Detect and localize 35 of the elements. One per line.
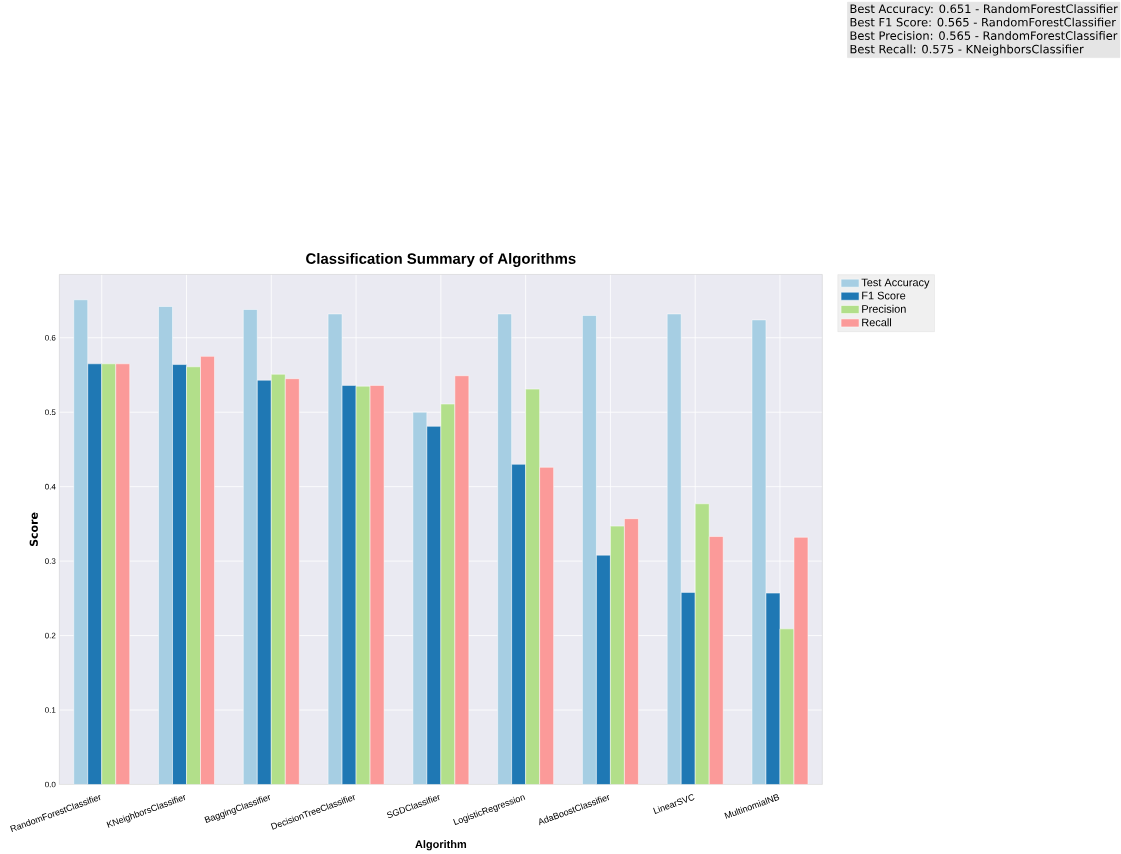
bar [582, 315, 597, 785]
text: Best Accuracy: 0.651 - RandomForestClassifier [850, 4, 1118, 16]
bar [695, 503, 710, 785]
bar [257, 380, 272, 785]
bar [610, 526, 625, 785]
legend-label: Precision [862, 304, 906, 314]
bar [525, 389, 540, 785]
bar [243, 309, 258, 785]
bar [73, 299, 88, 785]
bar [172, 364, 187, 785]
legend-label: Recall [862, 318, 892, 327]
text: Best Recall: 0.575 - KNeighborsClassifier [850, 44, 1084, 56]
bar [158, 306, 173, 785]
bar [596, 555, 611, 785]
x-axis-title: Algorithm [415, 840, 467, 851]
bar [709, 536, 724, 785]
legend-label: F1 Score [862, 291, 906, 300]
text: Best F1 Score: 0.565 - RandomForestClassifier [850, 17, 1116, 27]
chart-title: Classification Summary of Algorithms [306, 253, 576, 268]
bar [497, 313, 512, 785]
legend-label: Test Accuracy [861, 278, 930, 289]
bar [101, 363, 116, 785]
bar [271, 374, 286, 785]
bar [285, 378, 300, 785]
bar [200, 356, 215, 785]
text: Best Precision: 0.565 - RandomForestClassifier [850, 31, 1118, 41]
bar [115, 363, 130, 785]
bar [539, 467, 554, 785]
bar [511, 464, 526, 785]
bar [624, 518, 639, 785]
y-axis-title: Score [29, 512, 38, 547]
bar [186, 366, 201, 785]
bar [681, 592, 696, 785]
bar [667, 314, 682, 785]
bar [87, 363, 102, 785]
